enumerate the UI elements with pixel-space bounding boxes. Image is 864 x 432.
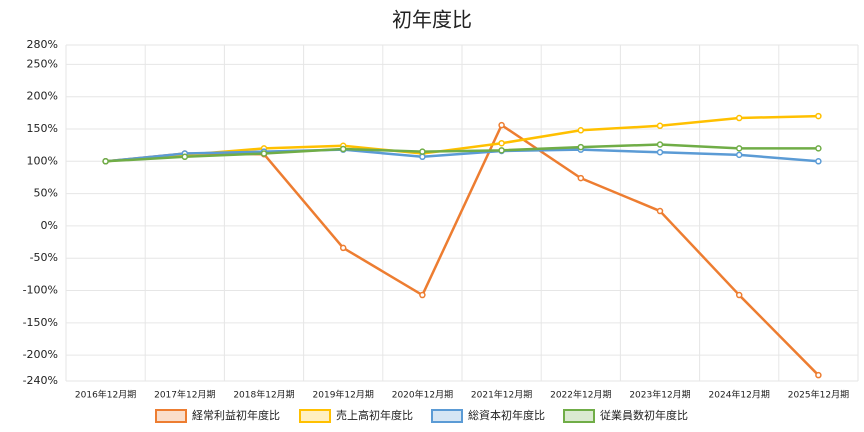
point — [419, 153, 426, 161]
point — [815, 112, 822, 120]
point — [577, 127, 585, 134]
series-line — [105, 123, 820, 377]
point — [339, 145, 347, 153]
y-tick-label: 50% — [34, 187, 58, 200]
legend-swatch — [431, 409, 463, 423]
point — [656, 141, 664, 148]
x-tick-label: 2022年12月期 — [550, 389, 611, 401]
y-tick-label: -100% — [23, 284, 58, 297]
x-tick-label: 2018年12月期 — [233, 389, 294, 401]
y-tick-label: 150% — [27, 122, 58, 135]
series-line — [105, 143, 819, 163]
y-tick-label: -50% — [30, 251, 58, 264]
point — [577, 143, 585, 151]
point — [815, 145, 822, 152]
y-tick-label: 100% — [27, 154, 58, 167]
legend-swatch — [563, 409, 595, 423]
x-tick-label: 2025年12月期 — [788, 389, 849, 401]
point — [419, 148, 426, 155]
y-tick-label: 280% — [27, 38, 58, 51]
point — [339, 244, 347, 252]
x-tick-label: 2023年12月期 — [629, 389, 690, 401]
legend-label: 売上高初年度比 — [336, 408, 413, 422]
point — [656, 122, 664, 130]
point — [735, 151, 743, 159]
point — [815, 371, 822, 379]
legend-label: 経常利益初年度比 — [192, 408, 280, 422]
point — [735, 114, 743, 122]
point — [656, 207, 664, 215]
point — [260, 150, 268, 157]
point — [102, 158, 109, 165]
x-tick-label: 2016年12月期 — [75, 389, 136, 401]
y-tick-label: 0% — [41, 219, 58, 232]
point — [498, 147, 505, 154]
point — [735, 145, 743, 152]
point — [735, 291, 743, 299]
point — [656, 149, 664, 156]
legend-swatch — [155, 409, 187, 423]
point — [577, 174, 585, 182]
series-line — [105, 148, 819, 163]
x-tick-label: 2024年12月期 — [709, 389, 770, 401]
y-tick-label: -150% — [23, 316, 58, 329]
chart-title: 初年度比 — [392, 8, 472, 32]
x-tick-label: 2019年12月期 — [313, 389, 374, 401]
y-tick-label: 250% — [27, 57, 58, 70]
x-tick-label: 2017年12月期 — [154, 389, 215, 401]
point — [498, 139, 505, 147]
legend-swatch — [299, 409, 331, 423]
y-tick-label: -200% — [23, 348, 58, 361]
y-tick-label: 200% — [27, 90, 58, 103]
x-tick-label: 2021年12月期 — [471, 389, 532, 401]
point — [181, 153, 189, 161]
point — [419, 291, 426, 299]
legend-label: 従業員数初年度比 — [600, 408, 688, 422]
x-tick-label: 2020年12月期 — [392, 389, 453, 401]
y-tick-label: -240% — [23, 374, 58, 387]
point — [498, 121, 505, 129]
legend-label: 総資本初年度比 — [468, 408, 545, 422]
point — [815, 158, 822, 165]
